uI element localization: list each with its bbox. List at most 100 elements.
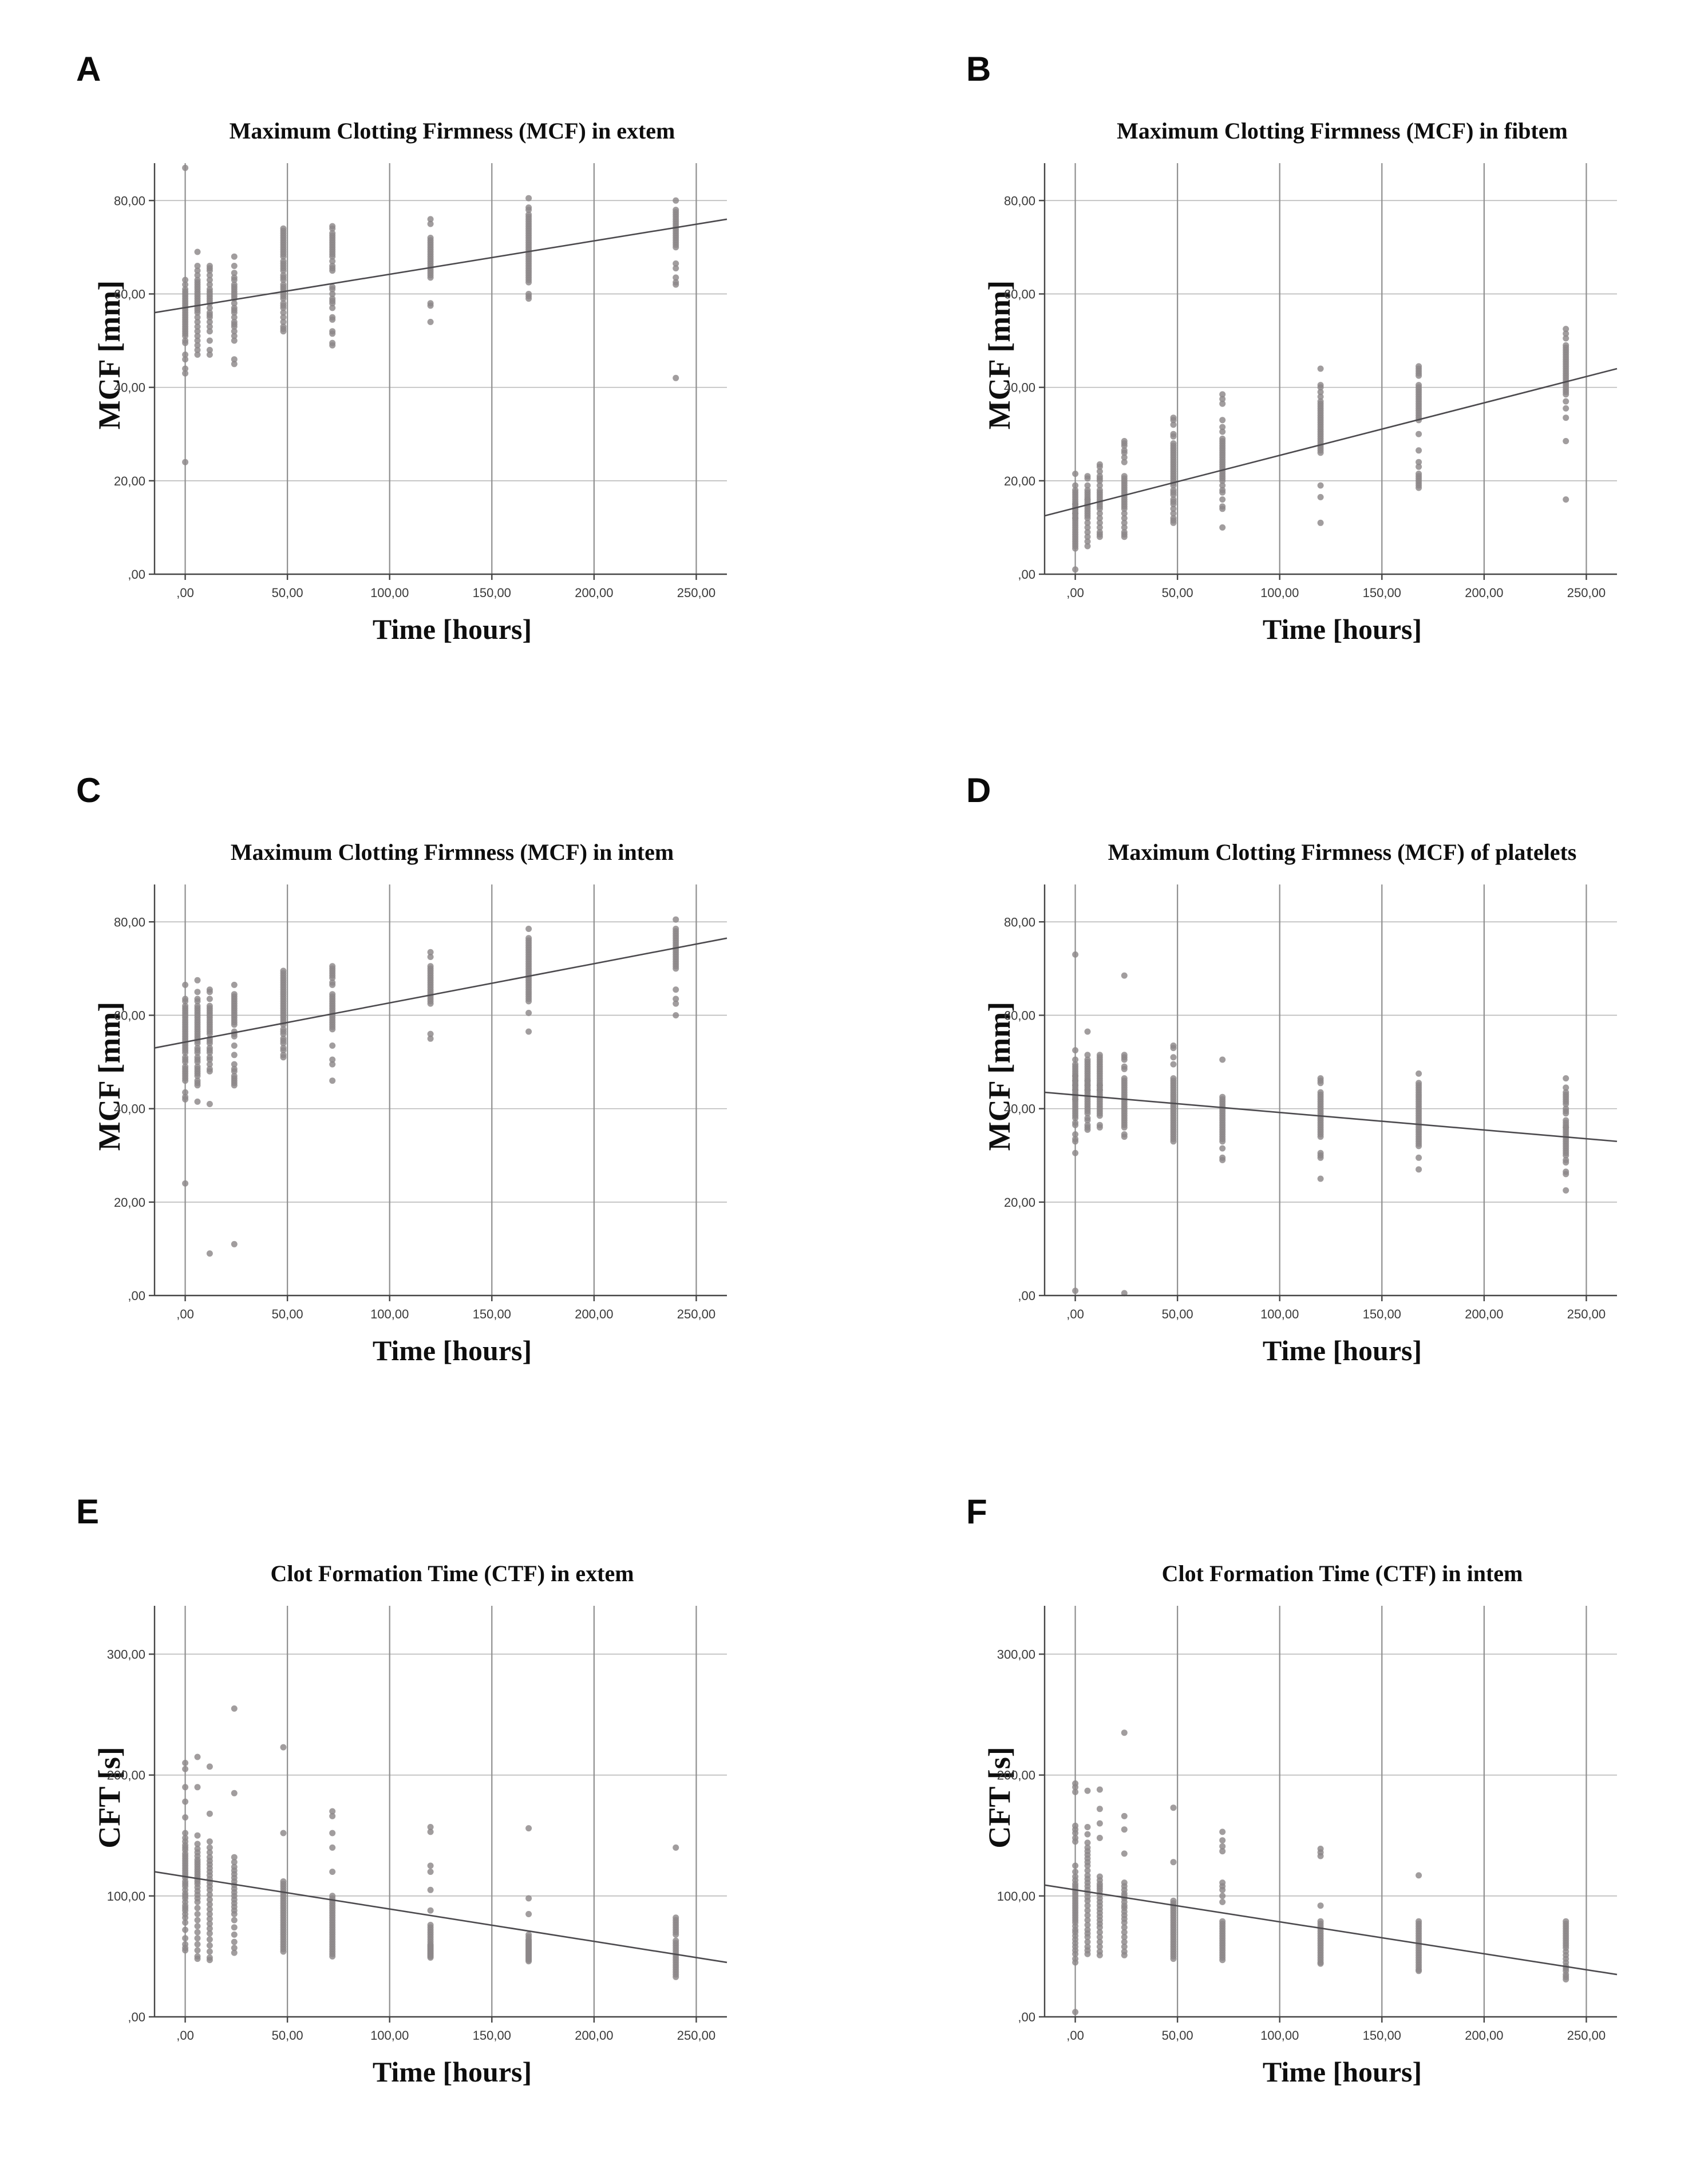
- scatter-plot-c: ,00 50,00 100,00 150,00 200,00 250,00 ,00 20,00…: [114, 884, 728, 1321]
- svg-text:40,00: 40,00: [1004, 1102, 1035, 1116]
- scatter-plot-d: ,00 50,00 100,00 150,00 200,00 250,00 ,00 20,00…: [1004, 884, 1618, 1321]
- svg-text:200,00: 200,00: [107, 1768, 145, 1783]
- svg-text:,00: ,00: [128, 1289, 145, 1303]
- svg-text:80,00: 80,00: [1004, 915, 1035, 929]
- svg-text:60,00: 60,00: [114, 287, 145, 301]
- svg-text:100,00: 100,00: [370, 1307, 409, 1321]
- chart-title-d: Maximum Clotting Firmness (MCF) of plate…: [1108, 839, 1577, 865]
- svg-text:250,00: 250,00: [677, 1307, 715, 1321]
- svg-text:100,00: 100,00: [1260, 586, 1299, 600]
- fit-line: [1044, 368, 1618, 517]
- svg-text:20,00: 20,00: [114, 1195, 145, 1210]
- svg-text:200,00: 200,00: [575, 586, 613, 600]
- scatter-points: [1072, 951, 1569, 1297]
- v-gridlines: [184, 163, 697, 574]
- x-axis-label-b: Time [hours]: [1262, 613, 1422, 645]
- svg-text:,00: ,00: [1066, 1307, 1084, 1321]
- svg-text:150,00: 150,00: [473, 1307, 511, 1321]
- h-gridlines: [155, 921, 727, 1296]
- y-tick-labels: ,00 20,00 40,00 60,00 80,00: [1004, 915, 1035, 1303]
- y-tick-labels: ,00 100,00 200,00 300,00: [107, 1647, 145, 2024]
- svg-text:,00: ,00: [1018, 2010, 1035, 2024]
- x-tick-labels: ,00 50,00 100,00 150,00 200,00 250,00: [176, 2028, 715, 2043]
- svg-text:200,00: 200,00: [575, 2028, 613, 2043]
- fit-line: [154, 218, 728, 314]
- axes: [149, 163, 727, 580]
- svg-text:50,00: 50,00: [272, 2028, 303, 2043]
- chart-title-b: Maximum Clotting Firmness (MCF) in fibte…: [1117, 118, 1568, 144]
- svg-text:100,00: 100,00: [1260, 1307, 1299, 1321]
- chart-title-c: Maximum Clotting Firmness (MCF) in intem: [230, 839, 674, 865]
- svg-text:100,00: 100,00: [997, 1889, 1035, 1903]
- x-axis-label-f: Time [hours]: [1262, 2056, 1422, 2088]
- scatter-plot-a: ,00 50,00 100,00 150,00 200,00 250,00 ,00 20,00…: [114, 163, 728, 600]
- x-axis-label-c: Time [hours]: [372, 1334, 532, 1367]
- fit-line: [154, 1871, 728, 1964]
- svg-text:250,00: 250,00: [1567, 586, 1606, 600]
- svg-text:200,00: 200,00: [997, 1768, 1035, 1783]
- svg-text:150,00: 150,00: [1363, 2028, 1401, 2043]
- svg-text:150,00: 150,00: [473, 2028, 511, 2043]
- svg-text:200,00: 200,00: [1465, 1307, 1503, 1321]
- svg-text:40,00: 40,00: [114, 381, 145, 395]
- x-tick-labels: ,00 50,00 100,00 150,00 200,00 250,00: [1066, 586, 1606, 600]
- panel-letter-e: E: [76, 1492, 100, 1531]
- chart-title-e: Clot Formation Time (CTF) in extem: [270, 1561, 634, 1586]
- svg-text:100,00: 100,00: [370, 2028, 409, 2043]
- svg-text:300,00: 300,00: [107, 1647, 145, 1661]
- panel-letter-f: F: [966, 1492, 987, 1531]
- fit-line: [1044, 1884, 1618, 1976]
- scatter-plot-f: ,00 50,00 100,00 150,00 200,00 250,00 ,00 100,0…: [997, 1606, 1618, 2043]
- panel-d: D Maximum Clotting Firmness (MCF) of pla…: [962, 753, 1708, 1463]
- panel-b: B Maximum Clotting Firmness (MCF) in fib…: [962, 31, 1708, 741]
- scatter-plot-b: ,00 50,00 100,00 150,00 200,00 250,00 ,00 20,00…: [1004, 163, 1618, 600]
- scatter-points: [182, 1705, 679, 1980]
- panel-letter-b: B: [966, 50, 991, 88]
- svg-text:200,00: 200,00: [1465, 2028, 1503, 2043]
- v-gridlines: [184, 884, 697, 1296]
- panel-c: C Maximum Clotting Firmness (MCF) in int…: [72, 753, 861, 1463]
- svg-text:200,00: 200,00: [1465, 586, 1503, 600]
- svg-text:50,00: 50,00: [1162, 586, 1193, 600]
- svg-text:250,00: 250,00: [1567, 2028, 1606, 2043]
- svg-text:250,00: 250,00: [677, 2028, 715, 2043]
- chart-title-a: Maximum Clotting Firmness (MCF) in extem: [229, 118, 675, 144]
- svg-text:150,00: 150,00: [1363, 1307, 1401, 1321]
- panel-letter-a: A: [76, 50, 101, 88]
- svg-text:60,00: 60,00: [114, 1008, 145, 1022]
- x-axis-label-a: Time [hours]: [372, 613, 532, 645]
- axes: [1039, 884, 1617, 1301]
- v-gridlines: [1074, 1606, 1587, 2017]
- svg-text:250,00: 250,00: [1567, 1307, 1606, 1321]
- fit-line: [154, 937, 728, 1049]
- x-tick-labels: ,00 50,00 100,00 150,00 200,00 250,00: [1066, 1307, 1606, 1321]
- svg-text:100,00: 100,00: [107, 1889, 145, 1903]
- svg-text:50,00: 50,00: [272, 1307, 303, 1321]
- axes: [149, 1606, 727, 2023]
- svg-text:50,00: 50,00: [1162, 2028, 1193, 2043]
- svg-text:,00: ,00: [1066, 2028, 1084, 2043]
- svg-text:60,00: 60,00: [1004, 1008, 1035, 1022]
- h-gridlines: [155, 1653, 727, 2017]
- x-tick-labels: ,00 50,00 100,00 150,00 200,00 250,00: [1066, 2028, 1606, 2043]
- h-gridlines: [1045, 921, 1617, 1296]
- svg-text:80,00: 80,00: [114, 193, 145, 208]
- v-gridlines: [1074, 163, 1587, 574]
- v-gridlines: [1074, 884, 1587, 1296]
- svg-text:80,00: 80,00: [114, 915, 145, 929]
- fit-line: [1044, 1091, 1618, 1143]
- svg-text:20,00: 20,00: [1004, 1195, 1035, 1210]
- svg-text:,00: ,00: [1066, 586, 1084, 600]
- axes: [1039, 1606, 1617, 2023]
- x-tick-labels: ,00 50,00 100,00 150,00 200,00 250,00: [176, 586, 715, 600]
- svg-text:200,00: 200,00: [575, 1307, 613, 1321]
- svg-text:,00: ,00: [1018, 1289, 1035, 1303]
- svg-text:,00: ,00: [128, 2010, 145, 2024]
- svg-text:100,00: 100,00: [370, 586, 409, 600]
- h-gridlines: [1045, 200, 1617, 575]
- panel-e: E Clot Formation Time (CTF) in extem CFT…: [72, 1474, 861, 2184]
- y-tick-labels: ,00 100,00 200,00 300,00: [997, 1647, 1035, 2024]
- v-gridlines: [184, 1606, 697, 2017]
- svg-text:60,00: 60,00: [1004, 287, 1035, 301]
